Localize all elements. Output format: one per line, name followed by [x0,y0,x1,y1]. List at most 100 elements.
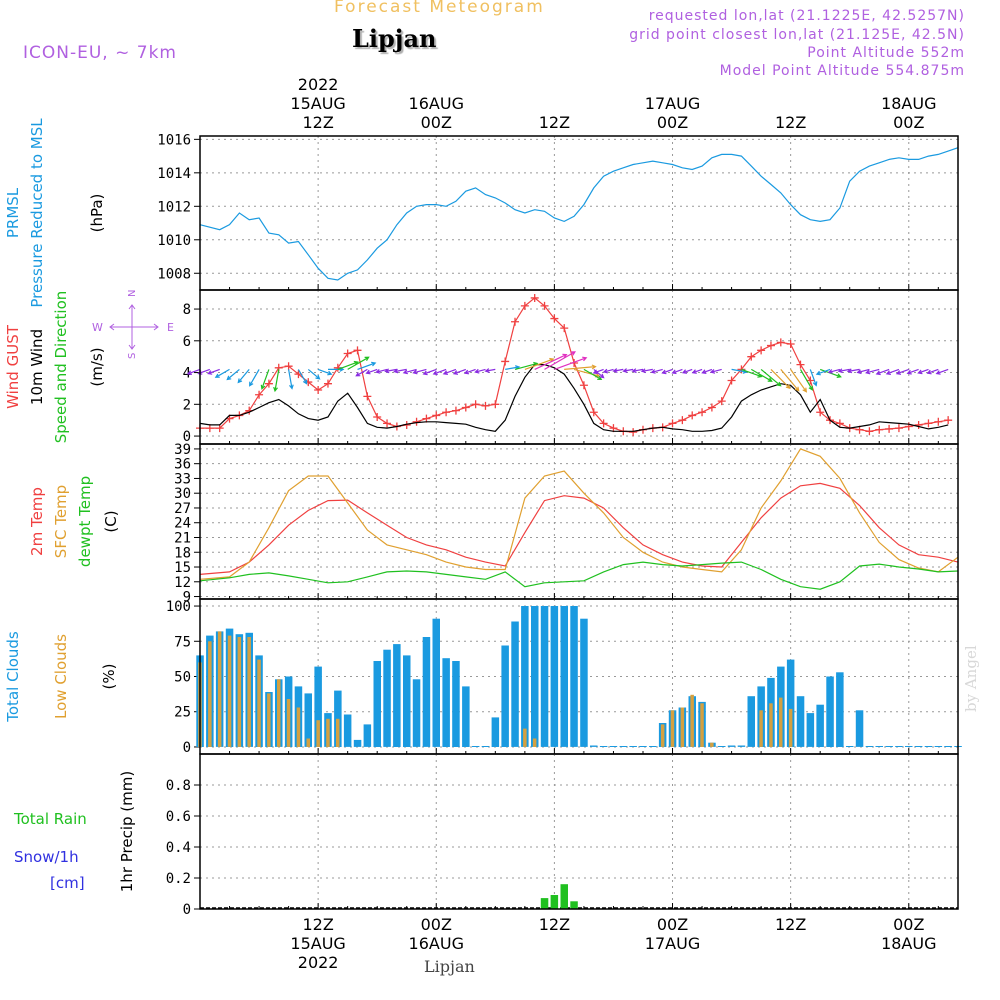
model-label: ICON-EU, ~ 7km [23,43,177,63]
compass-rose [109,304,159,350]
y-axis-label: Low Clouds [52,634,70,719]
gust-marker [284,362,293,371]
model-point-altitude: Model Point Altitude 554.875m [719,63,965,79]
y-tick-label: 39 [174,442,191,458]
cloud-low-bar [227,635,232,747]
gust-marker [520,301,529,310]
precip-bar [540,898,549,909]
wind-direction-arrow [249,369,260,387]
wind-direction-arrow [906,368,919,375]
gust-marker [786,339,795,348]
y-axis-label: (C) [102,510,120,532]
gust-marker [314,386,323,395]
cloud-total-bar [609,746,618,747]
y-axis-label: Speed and Direction [52,291,70,444]
y-axis-label: 1hr Precip (mm) [118,771,136,892]
wind-direction-arrow [357,361,377,370]
cloud-total-bar [540,606,549,747]
panel-wind: 0 2 4 6 8 Wind GUST 10m Wind Speed and Directio… [4,289,959,445]
wind-direction-arrow [214,368,230,378]
wind-direction-arrow [592,368,604,375]
wind-direction-arrow [799,369,813,391]
wind-direction-arrow [317,368,333,376]
wind-direction-arrow [226,368,240,381]
cloud-low-bar [680,707,685,747]
y-axis-label: (m/s) [88,347,106,386]
cloud-total-bar [353,739,362,747]
y-tick-label: 30 [174,486,191,502]
wind-direction-arrow [701,368,713,374]
gust-marker [717,397,726,406]
time-axis-bottom-label: 2022 [298,953,339,972]
compass-east-label: E [167,321,174,334]
y-tick-label: 1012 [157,199,191,215]
cloud-total-bar [855,710,864,747]
gust-marker [451,406,460,415]
cloud-total-bar [501,645,509,747]
compass-south-label: S [127,353,138,359]
wind-direction-arrow [917,368,929,375]
wind-direction-arrow [856,368,870,375]
gust-marker [442,408,451,417]
wind-direction-arrow [846,368,860,374]
time-axis-top-label: 12Z [302,113,333,132]
y-axis-label: (hPa) [88,194,106,233]
cloud-total-bar [343,714,352,747]
wind-direction-arrow [474,368,486,374]
y-tick-label: 0.2 [166,871,191,887]
gust-marker [550,314,559,323]
y-axis-label: Wind GUST [4,324,22,409]
wind-direction-arrow [875,368,890,376]
wind-direction-arrow [554,356,588,370]
y-tick-label: 2 [183,397,191,413]
cloud-low-bar [779,697,783,747]
cloud-total-bar [432,618,440,747]
cloud-total-bar [403,655,411,747]
cloud-total-bar [934,746,943,747]
gust-marker [934,417,943,426]
wind-direction-arrow [422,368,437,376]
cloud-low-bar [217,631,222,747]
wind-direction-arrow [661,368,673,375]
precip-bar [560,884,568,909]
cloud-total-bar [481,746,490,747]
cloud-total-bar [786,659,795,747]
y-axis-label: (%) [100,664,118,690]
wind-direction-arrow [602,368,614,374]
gust-marker [491,400,500,409]
wind-direction-arrow [671,368,683,375]
cloud-total-bar [649,746,657,747]
cloud-total-bar [914,746,923,747]
gust-marker [343,349,352,358]
y-axis-label: 10m Wind [28,329,46,405]
cloud-total-bar [422,637,431,747]
wind-direction-arrow [790,369,808,393]
gust-marker [579,381,588,390]
requested-lonlat: requested lon,lat (21.1225E, 42.5257N) [648,8,965,24]
gust-marker [540,301,549,310]
y-tick-label: 18 [174,545,191,561]
gust-marker [698,408,707,417]
y-tick-label: 0.8 [166,778,191,794]
cloud-low-bar [660,724,665,747]
y-tick-label: 9 [183,590,191,606]
cloud-total-bar [363,724,372,747]
panel-frame [199,289,959,445]
y-tick-label: 25 [174,705,191,721]
cloud-total-bar [590,745,598,747]
wind-direction-arrow [393,368,407,374]
y-tick-label: 12 [174,575,191,591]
gust-marker [727,376,736,385]
wind-direction-arrow [837,368,850,374]
time-axis-top-label: 00Z [893,113,924,132]
wind-direction-arrow [770,368,791,390]
cloud-total-bar [806,713,815,747]
gust-marker [894,424,903,433]
cloud-low-bar [326,718,330,747]
gust-marker [560,324,569,333]
wind-direction-arrow [297,369,308,385]
wind-direction-arrow [463,368,476,375]
cloud-low-bar [247,637,251,747]
